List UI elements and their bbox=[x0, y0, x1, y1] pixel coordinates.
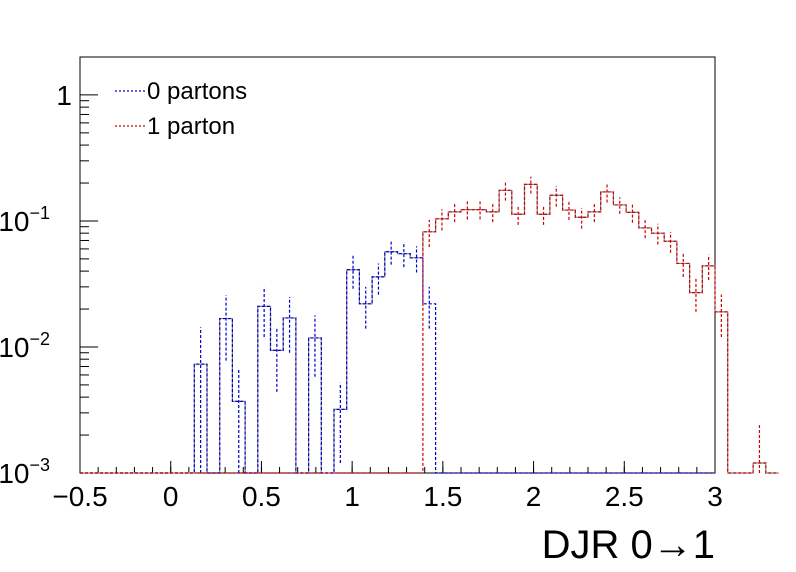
x-axis-ticks: −0.5 0 0.5 1 1.5 2 2.5 3 bbox=[52, 461, 723, 512]
x-tick-label: 2 bbox=[526, 481, 542, 512]
legend: 0 partons 1 parton bbox=[115, 78, 247, 140]
histogram-step bbox=[80, 183, 779, 474]
legend-label-1-parton: 1 parton bbox=[147, 113, 235, 140]
series-total bbox=[80, 183, 779, 474]
series-1-parton bbox=[80, 176, 779, 474]
y-axis-ticks: 1 10−1 10−2 10−3 bbox=[0, 56, 98, 489]
series-0-partons bbox=[80, 241, 715, 474]
y-tick-label: 10−1 bbox=[0, 203, 50, 237]
x-tick-label: 3 bbox=[707, 481, 723, 512]
x-tick-label: −0.5 bbox=[52, 481, 107, 512]
histogram-step bbox=[80, 183, 779, 474]
y-tick-label: 1 bbox=[56, 80, 72, 111]
x-axis-label: DJR 0→1 bbox=[542, 523, 715, 567]
y-tick-label: 10−2 bbox=[0, 329, 50, 363]
x-tick-label: 2.5 bbox=[605, 481, 644, 512]
x-tick-label: 1 bbox=[344, 481, 360, 512]
series-layer bbox=[80, 176, 779, 474]
x-tick-label: 0.5 bbox=[242, 481, 281, 512]
x-tick-label: 0 bbox=[163, 481, 179, 512]
histogram-step bbox=[80, 251, 715, 474]
y-tick-label: 10−3 bbox=[0, 455, 50, 489]
x-tick-label: 1.5 bbox=[423, 481, 462, 512]
legend-label-0-partons: 0 partons bbox=[147, 78, 247, 105]
